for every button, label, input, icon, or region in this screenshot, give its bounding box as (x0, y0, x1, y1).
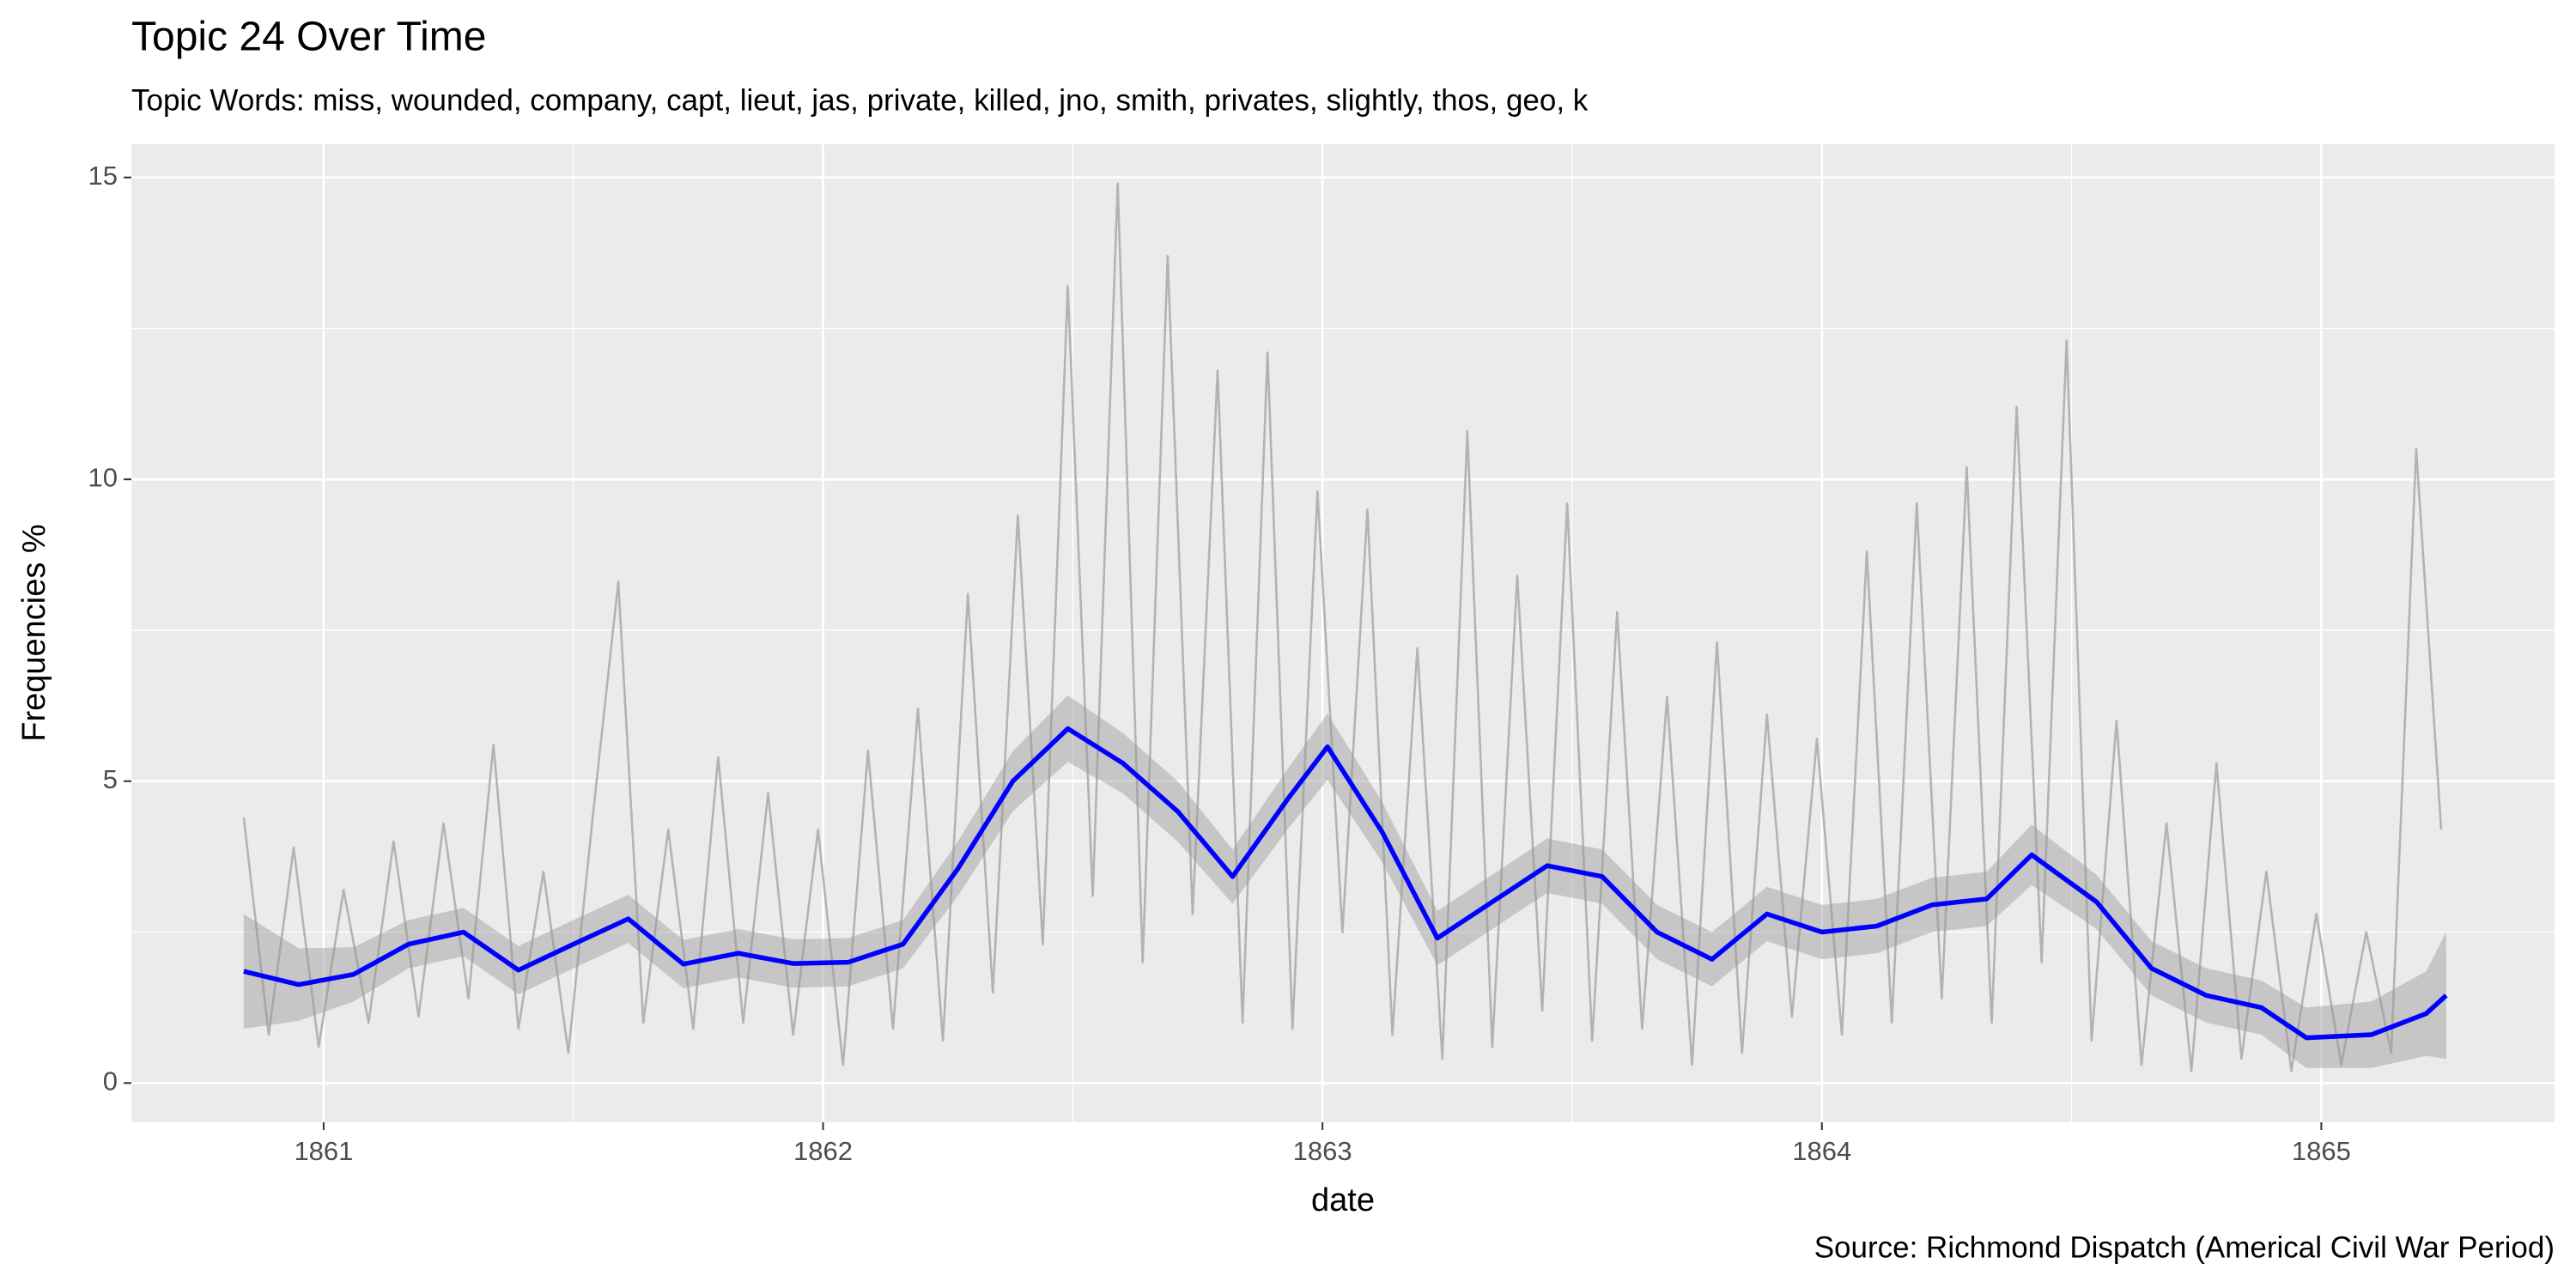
y-axis-title: Frequencies % (16, 524, 52, 741)
y-tick-label: 15 (88, 161, 118, 191)
y-tick-label: 0 (103, 1066, 118, 1096)
chart-title: Topic 24 Over Time (131, 15, 486, 60)
x-tick-label: 1861 (294, 1136, 353, 1166)
plot-panel (131, 144, 2555, 1122)
confidence-band (243, 695, 2446, 1068)
raw-line (242, 182, 2443, 1072)
x-tick-label: 1863 (1293, 1136, 1352, 1166)
y-tick-label: 5 (103, 764, 118, 794)
x-tick-label: 1865 (2292, 1136, 2351, 1166)
x-tick-label: 1864 (1792, 1136, 1851, 1166)
smooth-line (243, 726, 2448, 1041)
x-axis-title: date (1311, 1182, 1375, 1218)
chart-subtitle: Topic Words: miss, wounded, company, cap… (131, 83, 1589, 117)
y-tick-label: 10 (88, 462, 118, 492)
caption: Source: Richmond Dispatch (Americal Civi… (1814, 1230, 2555, 1264)
x-tick-label: 1862 (793, 1136, 853, 1166)
